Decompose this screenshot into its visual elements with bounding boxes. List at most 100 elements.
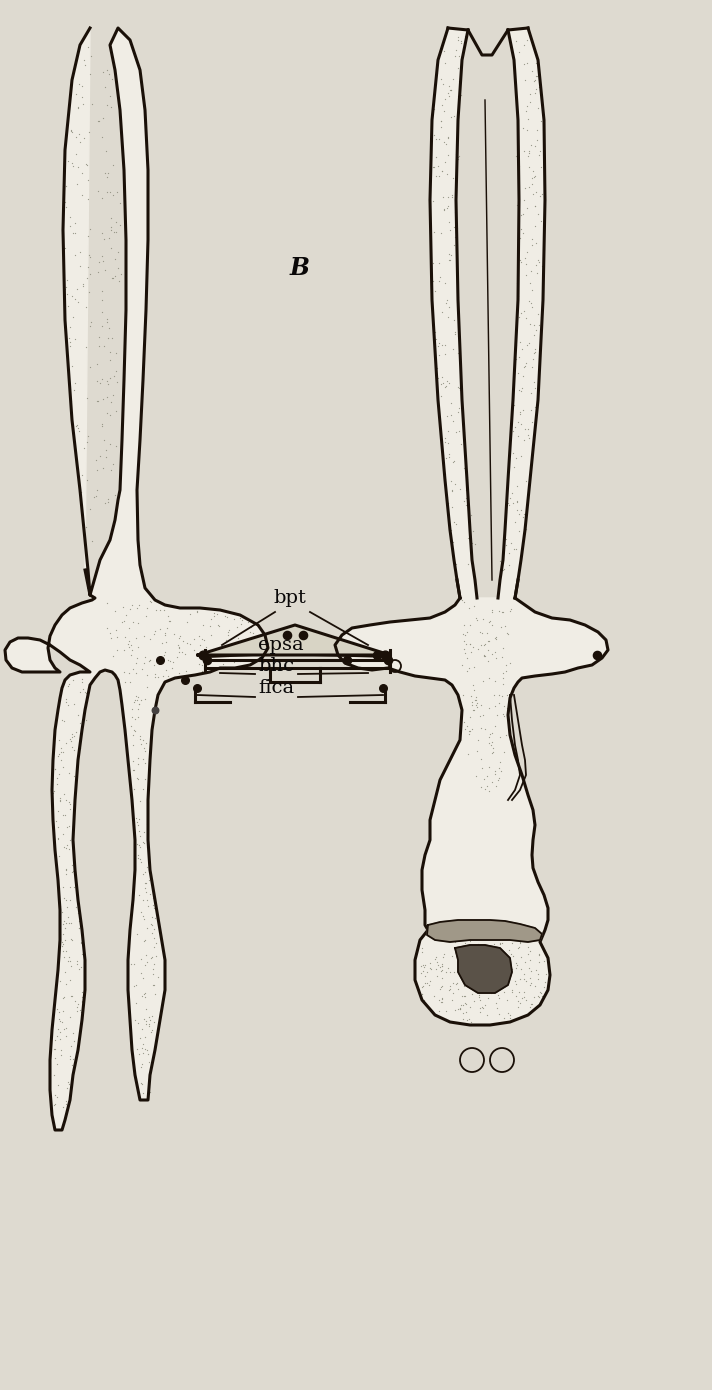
- Point: [132, 646, 143, 669]
- Point: [52, 801, 63, 823]
- Point: [122, 632, 134, 655]
- Point: [538, 976, 550, 998]
- Point: [159, 641, 171, 663]
- Point: [521, 118, 533, 140]
- Point: [74, 256, 85, 278]
- Point: [191, 600, 202, 623]
- Point: [523, 488, 534, 510]
- Point: [511, 952, 522, 974]
- Point: [458, 940, 469, 962]
- Point: [535, 306, 546, 328]
- Point: [66, 853, 78, 876]
- Point: [489, 714, 501, 737]
- Point: [251, 627, 262, 649]
- Point: [530, 232, 542, 254]
- Point: [492, 976, 503, 998]
- Point: [513, 503, 524, 525]
- Point: [508, 61, 520, 83]
- Point: [449, 217, 460, 239]
- Point: [60, 940, 71, 962]
- Point: [475, 694, 486, 716]
- Point: [235, 649, 246, 671]
- Point: [73, 96, 84, 118]
- Point: [119, 671, 130, 694]
- Point: [236, 609, 248, 631]
- Point: [135, 826, 146, 848]
- Point: [162, 605, 174, 627]
- Point: [105, 349, 116, 371]
- Point: [416, 983, 427, 1005]
- Point: [439, 51, 451, 74]
- Point: [508, 393, 520, 416]
- Point: [435, 373, 446, 395]
- Point: [148, 927, 159, 949]
- Point: [78, 436, 90, 459]
- Point: [440, 375, 451, 398]
- Point: [105, 85, 116, 107]
- Point: [108, 183, 119, 206]
- Point: [483, 630, 494, 652]
- Point: [452, 979, 464, 1001]
- Point: [184, 602, 196, 624]
- Point: [130, 991, 141, 1013]
- Point: [199, 628, 210, 651]
- Point: [130, 1009, 141, 1031]
- Polygon shape: [455, 945, 512, 992]
- Point: [138, 930, 150, 952]
- Point: [234, 607, 246, 630]
- Point: [527, 60, 538, 82]
- Point: [501, 621, 513, 644]
- Point: [127, 724, 138, 746]
- Point: [73, 420, 85, 442]
- Point: [486, 731, 498, 753]
- Point: [436, 366, 447, 388]
- Point: [449, 322, 461, 345]
- Point: [145, 1020, 157, 1042]
- Point: [508, 442, 519, 464]
- Point: [129, 759, 140, 781]
- Point: [98, 428, 110, 450]
- Point: [460, 992, 471, 1015]
- Point: [467, 637, 478, 659]
- Point: [53, 1017, 64, 1040]
- Point: [536, 183, 548, 206]
- Point: [450, 321, 461, 343]
- Point: [529, 976, 540, 998]
- Point: [157, 664, 169, 687]
- Point: [520, 990, 532, 1012]
- Point: [140, 929, 151, 951]
- Point: [74, 712, 85, 734]
- Point: [281, 624, 293, 646]
- Point: [211, 657, 222, 680]
- Point: [533, 944, 545, 966]
- Point: [135, 835, 146, 858]
- Point: [424, 952, 436, 974]
- Point: [462, 527, 473, 549]
- Point: [111, 435, 122, 457]
- Point: [436, 160, 448, 182]
- Point: [193, 644, 204, 666]
- Point: [204, 616, 216, 638]
- Point: [476, 621, 488, 644]
- Point: [134, 808, 145, 830]
- Point: [500, 723, 511, 745]
- Point: [105, 220, 117, 242]
- Point: [48, 783, 59, 805]
- Point: [489, 956, 501, 979]
- Point: [497, 662, 508, 684]
- Point: [53, 728, 65, 751]
- Point: [382, 649, 394, 671]
- Point: [140, 1013, 152, 1036]
- Point: [477, 997, 488, 1019]
- Point: [461, 486, 472, 509]
- Point: [108, 384, 119, 406]
- Point: [105, 367, 116, 389]
- Point: [127, 610, 139, 632]
- Point: [147, 958, 159, 980]
- Point: [117, 596, 129, 619]
- Point: [432, 335, 444, 357]
- Point: [501, 653, 512, 676]
- Point: [97, 61, 108, 83]
- Point: [526, 356, 538, 378]
- Point: [70, 897, 82, 919]
